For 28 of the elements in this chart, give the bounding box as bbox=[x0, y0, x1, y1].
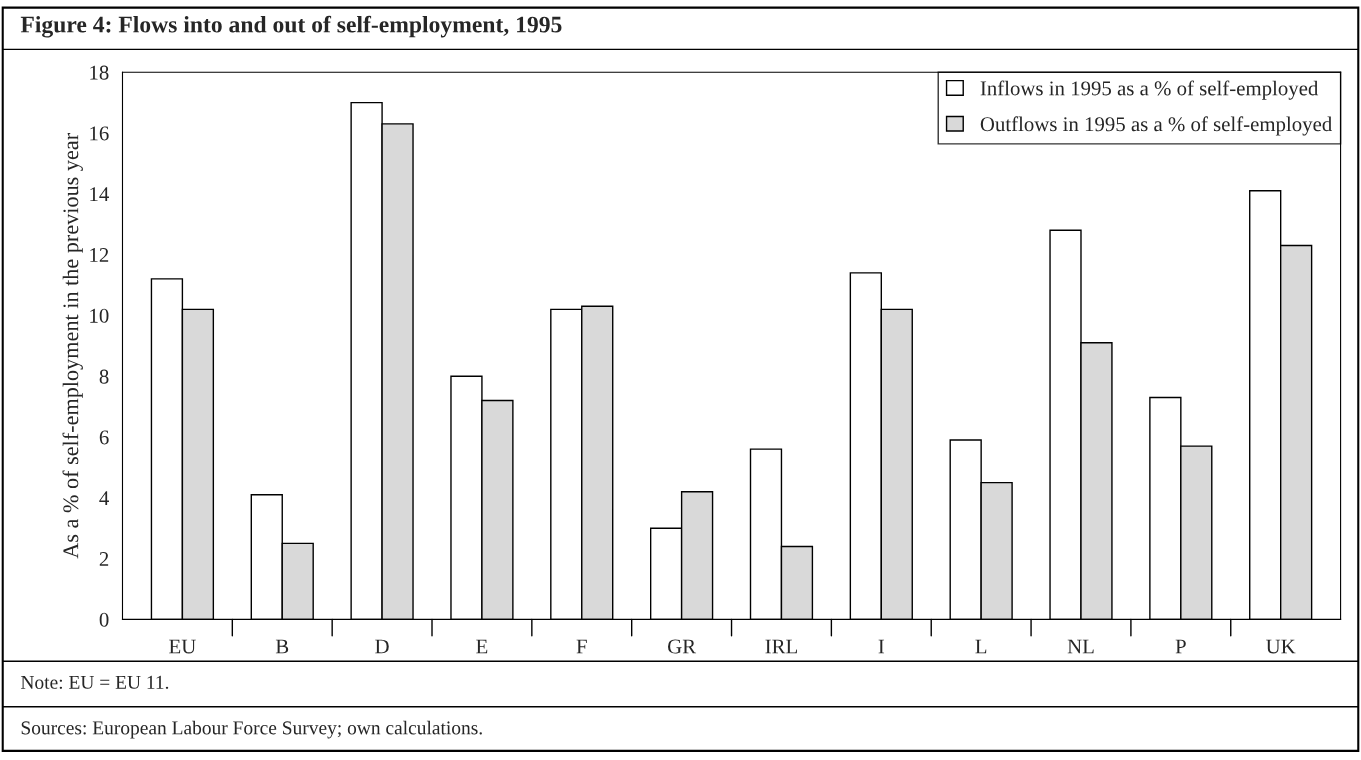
x-tick-label: NL bbox=[1067, 639, 1094, 654]
chart-title: Figure 4: Flows into and out of self-employment, 1995 bbox=[20, 15, 562, 38]
legend-label: Inflows in 1995 as a % of self-employed bbox=[980, 80, 1319, 100]
x-tick-label: I bbox=[878, 639, 885, 654]
y-tick-label: 2 bbox=[99, 552, 109, 566]
x-tick-label: F bbox=[576, 639, 587, 654]
y-tick-label: 10 bbox=[90, 308, 109, 323]
y-tick-label: 0 bbox=[99, 612, 109, 627]
text: Note: EU = EU 11. bbox=[20, 675, 169, 689]
y-axis-title: As a % of self-employment in the previous year bbox=[62, 133, 83, 559]
y-tick-label: 12 bbox=[90, 248, 109, 262]
x-tick-label: B bbox=[275, 639, 289, 654]
x-tick-label: GR bbox=[668, 639, 697, 654]
x-tick-label: L bbox=[975, 639, 987, 654]
y-tick-label: 6 bbox=[99, 430, 109, 445]
x-tick-label: P bbox=[1175, 639, 1186, 654]
y-tick-label: 18 bbox=[90, 65, 109, 80]
x-tick-label: UK bbox=[1266, 639, 1296, 654]
source-note: Sources: European Labour Force Survey; own calculations. bbox=[21, 720, 482, 739]
x-tick-label: IRL bbox=[765, 639, 797, 654]
x-tick-label: EU bbox=[169, 639, 196, 654]
x-tick-label: E bbox=[476, 639, 488, 654]
y-tick-label: 4 bbox=[99, 491, 109, 506]
legend-label: Outflows in 1995 as a % of self-employed bbox=[980, 116, 1332, 136]
y-tick-label: 16 bbox=[90, 126, 109, 141]
x-tick-label: D bbox=[375, 639, 389, 654]
y-tick-label: 14 bbox=[90, 187, 109, 202]
y-tick-label: 8 bbox=[99, 369, 109, 384]
